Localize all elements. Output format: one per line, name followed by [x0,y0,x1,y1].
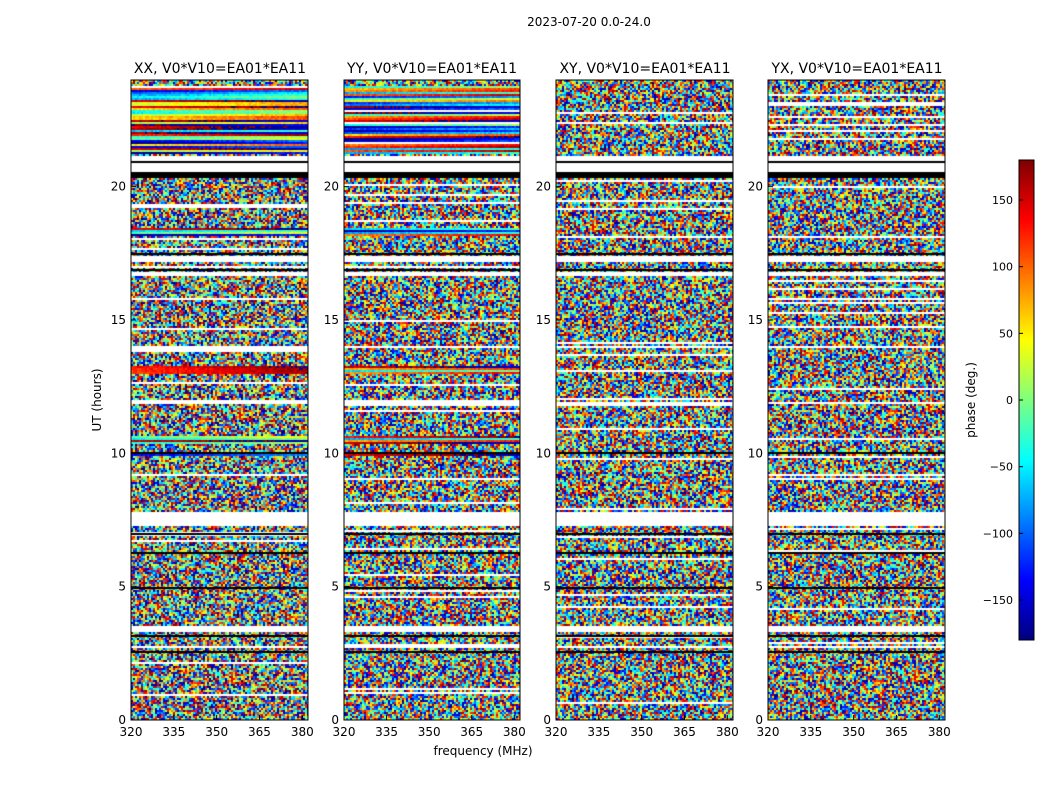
colorbar-label: phase (deg.) [964,362,978,438]
colorbar-tick-label: −50 [990,461,1013,474]
x-tick-label: 335 [587,725,610,739]
axes-frame [767,79,946,721]
y-tick-label: 10 [748,446,763,460]
x-tick-label: 380 [928,725,951,739]
colorbar: 150 100 50 0 −50 −100 −150 phase (deg.) [964,159,1035,641]
y-tick-label: 15 [536,313,551,327]
colorbar-tick-label: 0 [1006,394,1013,407]
y-tick-label: 15 [748,313,763,327]
x-tick-label: 365 [460,725,483,739]
x-tick-label: 320 [757,725,780,739]
panel-xy: XY, V0*V10=EA01*EA11 0 5 10 15 20 320 335 350 36… [536,61,739,739]
panel-title: YX, V0*V10=EA01*EA11 [770,61,942,77]
panel-yx: YX, V0*V10=EA01*EA11 0 5 10 15 20 320 335 350 36… [748,61,951,739]
y-tick-label: 15 [111,313,126,327]
x-tick-label: 335 [799,725,822,739]
y-tick-label: 10 [536,446,551,460]
heatmap-image [768,80,945,720]
y-axis-label: UT (hours) [90,368,104,431]
x-tick-label: 350 [842,725,865,739]
y-tick-label: 20 [748,180,763,194]
heatmap-image [131,80,308,720]
y-tick-label: 5 [543,580,551,594]
axes-frame [130,79,309,721]
y-tick-label: 10 [324,446,339,460]
colorbar-tick-label: −100 [983,527,1013,540]
x-tick-label: 380 [503,725,526,739]
y-tick-label: 20 [111,180,126,194]
axes-frame [343,79,521,721]
y-tick-label: 0 [331,713,339,727]
y-tick-label: 20 [324,180,339,194]
colorbar-tick-label: −150 [983,594,1013,607]
x-tick-label: 350 [205,725,228,739]
x-tick-label: 350 [630,725,653,739]
phase-heatmap-xy: 0 5 10 15 20 320 335 350 365 380 [536,79,739,739]
x-tick-label: 320 [120,725,143,739]
x-tick-label: 335 [375,725,398,739]
x-tick-label: 380 [291,725,314,739]
x-tick-label: 380 [716,725,739,739]
x-tick-label: 350 [418,725,441,739]
y-tick-label: 0 [543,713,551,727]
heatmap-image [556,80,733,720]
phase-heatmap-yy: 0 5 10 15 20 320 335 350 365 380 [324,79,526,739]
panel-title: YY, V0*V10=EA01*EA11 [346,61,517,77]
panel-yy: YY, V0*V10=EA01*EA11 0 5 10 15 20 320 335 350 36… [324,61,526,739]
y-tick-label: 10 [111,446,126,460]
colorbar-ticks: 150 100 50 0 −50 −100 −150 [983,194,1023,607]
x-axis-label: frequency (MHz) [433,744,532,758]
y-tick-label: 15 [324,313,339,327]
x-tick-label: 320 [333,725,356,739]
x-tick-label: 335 [162,725,185,739]
colorbar-tick-label: 150 [992,194,1013,207]
panel-title: XX, V0*V10=EA01*EA11 [134,61,306,77]
y-tick-label: 0 [755,713,763,727]
axes-frame [555,79,734,721]
y-tick-label: 0 [118,713,126,727]
phase-heatmap-yx: 0 5 10 15 20 320 335 350 365 380 [748,79,951,739]
y-tick-label: 5 [755,580,763,594]
y-tick-label: 5 [118,580,126,594]
colorbar-tick-label: 100 [992,261,1013,274]
heatmap-image [344,80,520,720]
x-tick-label: 365 [885,725,908,739]
phase-heatmap-xx: 0 5 10 15 20 320 335 350 365 380 [111,79,314,739]
y-tick-label: 20 [536,180,551,194]
panel-title: XY, V0*V10=EA01*EA11 [559,61,730,77]
y-tick-label: 5 [331,580,339,594]
colorbar-tick-label: 50 [999,327,1013,340]
panel-xx: XX, V0*V10=EA01*EA11 0 5 10 15 20 320 335 350 36… [111,61,314,739]
figure-suptitle: 2023-07-20 0.0-24.0 [527,15,651,29]
x-tick-label: 365 [248,725,271,739]
x-tick-label: 365 [673,725,696,739]
x-tick-label: 320 [545,725,568,739]
